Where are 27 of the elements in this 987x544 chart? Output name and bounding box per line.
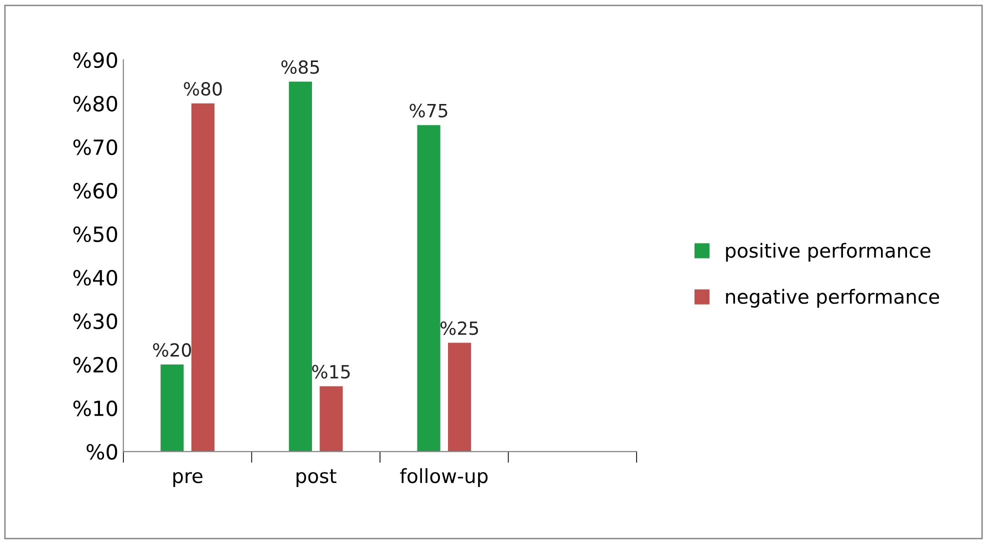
y-tick-label: %40 xyxy=(73,270,118,286)
bar xyxy=(417,125,440,452)
data-label: %80 xyxy=(184,82,222,96)
legend-label: positive performance xyxy=(726,242,930,262)
data-label: %75 xyxy=(410,104,448,118)
y-tick-label: %30 xyxy=(73,313,118,330)
bar xyxy=(288,82,312,452)
y-tick-label: %20 xyxy=(73,356,118,373)
bar xyxy=(160,364,184,452)
bar xyxy=(448,342,472,452)
data-label: %20 xyxy=(153,343,191,357)
bar xyxy=(191,103,214,452)
y-tick-label: %70 xyxy=(73,139,118,156)
bar xyxy=(320,386,343,452)
legend-label: negative performance xyxy=(726,288,940,308)
y-tick-label: %90 xyxy=(73,52,118,68)
data-label: %15 xyxy=(312,364,350,379)
data-label: %85 xyxy=(281,60,319,74)
data-label: %25 xyxy=(440,321,478,336)
y-tick-label: %60 xyxy=(73,182,118,199)
x-tick-label: follow-up xyxy=(400,468,488,488)
x-tick-label: post xyxy=(296,469,336,488)
x-tick-label: pre xyxy=(173,472,202,488)
y-tick-label: %80 xyxy=(73,96,118,112)
y-tick-label: %50 xyxy=(73,226,118,242)
y-tick-label: %10 xyxy=(73,400,118,416)
y-tick-label: %0 xyxy=(86,444,118,460)
